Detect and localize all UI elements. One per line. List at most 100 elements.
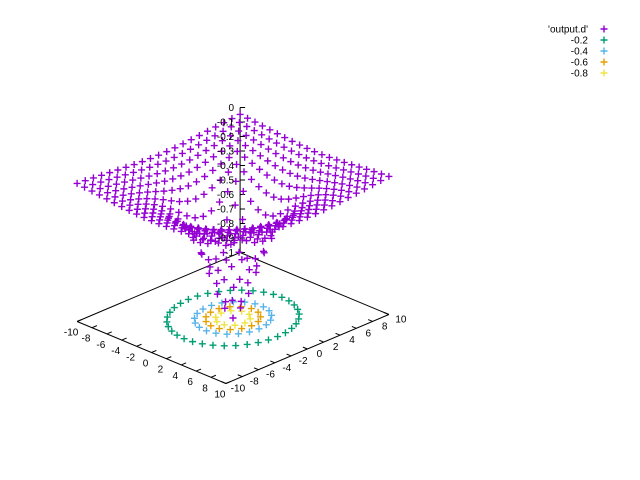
contour-point [198, 340, 206, 348]
contour-point [209, 341, 217, 349]
surface-point [304, 209, 312, 217]
surface-point [340, 158, 348, 166]
surface-point [251, 239, 259, 247]
surface-point [185, 168, 193, 176]
surface-point [185, 230, 193, 238]
surface-point [297, 210, 305, 218]
surface-point [194, 224, 202, 232]
surface-point [161, 167, 169, 175]
contour-point [254, 339, 262, 347]
surface-point [256, 152, 264, 160]
surface-point [202, 147, 210, 155]
surface-point [227, 123, 235, 131]
surface-point [239, 187, 247, 195]
contour-point [251, 300, 259, 308]
surface-point [168, 186, 176, 194]
surface-point [119, 191, 127, 199]
surface-point [293, 172, 301, 180]
surface-point [210, 142, 218, 150]
legend-marker [600, 69, 608, 77]
surface-point [253, 262, 261, 270]
z-tick-label: -1 [225, 248, 234, 259]
surface-point [152, 188, 160, 196]
contour-point [217, 309, 225, 317]
contour-point [245, 328, 253, 336]
surface-point [230, 283, 238, 291]
x-tick-mark [121, 337, 127, 341]
surface-point [178, 160, 186, 168]
surface-point [130, 161, 138, 169]
surface-point [369, 181, 377, 189]
surface-point [308, 184, 316, 192]
surface-point [121, 171, 129, 179]
surface-point [216, 198, 224, 206]
surface-point [171, 222, 179, 230]
legend-marker [600, 36, 608, 44]
y-tick-mark [302, 346, 308, 350]
surface-point [303, 144, 311, 152]
contour-point [257, 313, 265, 321]
x-tick-label: 10 [214, 390, 226, 401]
surface-point [223, 232, 231, 240]
surface-point [233, 160, 241, 168]
surface-point [278, 180, 286, 188]
contour-point [170, 304, 178, 312]
surface-point [246, 233, 254, 241]
surface-point [232, 177, 240, 185]
surface-point [287, 147, 295, 155]
surface-point [345, 188, 353, 196]
z-tick-label: -0.5 [217, 176, 235, 187]
contour-point [269, 290, 277, 298]
surface-point [302, 154, 310, 162]
surface-point [135, 189, 143, 197]
surface-point [201, 173, 209, 180]
surface-point [89, 181, 97, 189]
surface-point [281, 134, 289, 142]
contour-point [163, 318, 171, 326]
surface-point [73, 179, 81, 187]
z-tick-label: -0.2 [217, 132, 235, 143]
surface-point [161, 177, 169, 185]
surface-point [264, 157, 272, 165]
contour-point [180, 335, 188, 343]
y-tick-label: -8 [250, 377, 259, 388]
contour-point [260, 288, 268, 296]
contour-point [207, 322, 215, 330]
surface-point [133, 210, 141, 218]
surface-point [81, 177, 89, 185]
surface-point [310, 157, 318, 165]
surface-point [270, 193, 278, 201]
contour-point [220, 321, 228, 329]
surface-point [121, 178, 129, 186]
contour-point [227, 307, 235, 315]
contour-point [259, 303, 267, 311]
surface-point [329, 197, 337, 205]
surface-point [318, 151, 326, 159]
surface-point [172, 218, 180, 226]
surface-point [197, 249, 205, 257]
contour-point [268, 311, 276, 319]
surface-point [279, 166, 287, 174]
legend-marker [600, 58, 608, 66]
x-tick-label: 2 [158, 365, 164, 376]
surface-point [214, 266, 222, 274]
surface-point [317, 159, 325, 167]
surface-point [81, 183, 89, 191]
surface-point [214, 239, 222, 247]
surface-point [192, 232, 200, 240]
y-tick-mark [270, 360, 275, 364]
surface-point [270, 176, 278, 184]
contour-point [218, 299, 226, 307]
surface-point [142, 200, 150, 208]
surface-point [224, 168, 232, 176]
surface-point [314, 196, 322, 204]
contour-point [290, 301, 298, 309]
surface-point [324, 170, 332, 178]
surface-point [129, 176, 137, 184]
surface-point [305, 205, 313, 213]
surface-point [221, 304, 229, 312]
surface-point [235, 118, 243, 126]
surface-point [138, 158, 146, 166]
surface-point [194, 151, 202, 159]
x-tick-mark [151, 349, 157, 353]
